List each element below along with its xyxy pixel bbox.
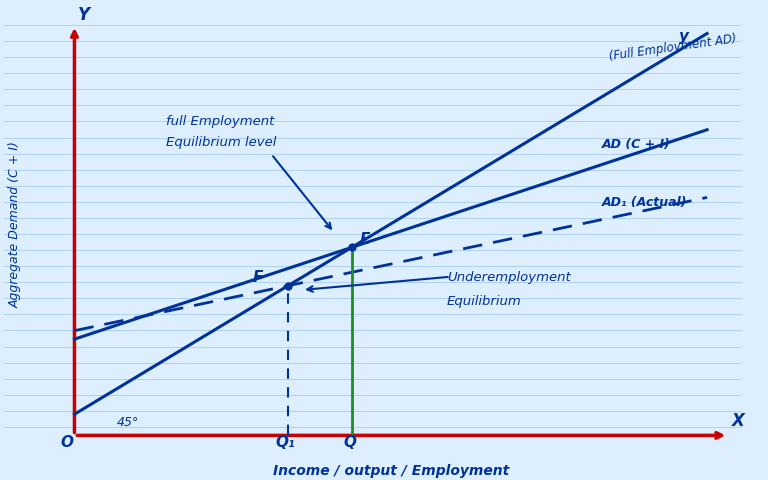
Text: full Employment: full Employment — [166, 115, 274, 128]
Text: AD (C + I): AD (C + I) — [601, 138, 670, 151]
Text: Income / output / Employment: Income / output / Employment — [273, 463, 509, 477]
Text: Aggregate Demand (C + I): Aggregate Demand (C + I) — [8, 141, 22, 308]
Text: Q: Q — [343, 434, 356, 449]
Text: Underemployment: Underemployment — [447, 271, 571, 284]
Text: Equilibrium level: Equilibrium level — [166, 136, 276, 149]
Text: (Full Employment AD): (Full Employment AD) — [609, 32, 738, 63]
Text: Y: Y — [78, 6, 90, 24]
Text: AD₁ (Actual): AD₁ (Actual) — [601, 195, 687, 208]
Text: X: X — [732, 411, 744, 429]
Text: y: y — [679, 29, 689, 44]
Text: F: F — [253, 270, 263, 285]
Text: Equilibrium: Equilibrium — [447, 294, 521, 307]
Text: 45°: 45° — [117, 415, 139, 428]
Text: O: O — [61, 434, 74, 449]
Text: Q₁: Q₁ — [276, 434, 295, 449]
Text: E: E — [360, 232, 370, 247]
